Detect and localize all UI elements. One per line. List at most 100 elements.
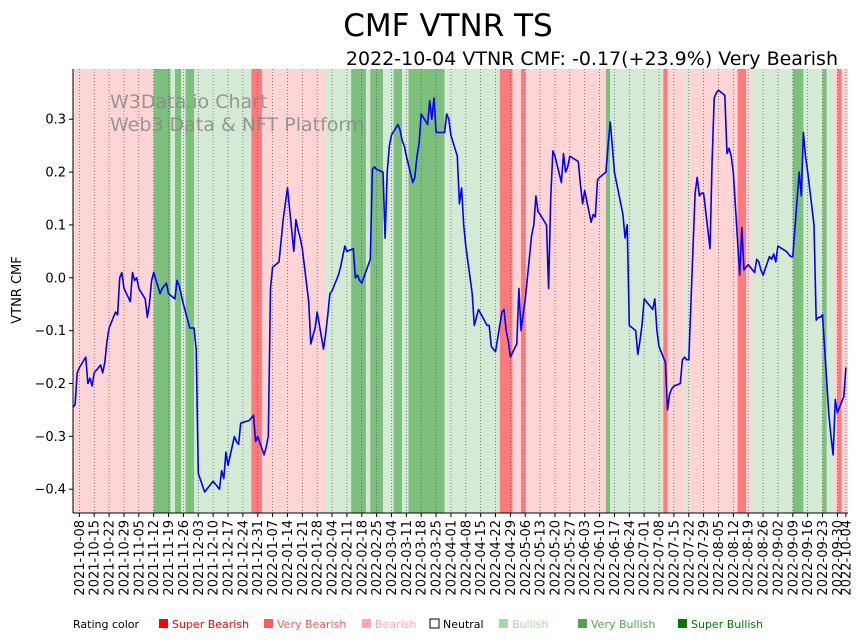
y-tick-label: 0.2 (45, 166, 66, 181)
x-tick-label: 2022-10-04 (839, 520, 854, 596)
x-tick-label: 2022-02-04 (326, 520, 341, 596)
legend-swatch (678, 619, 687, 628)
y-tick-label: 0.3 (45, 113, 66, 128)
x-tick-label: 2022-01-21 (296, 520, 311, 596)
rating-band (170, 69, 175, 513)
x-tick-label: 2021-11-12 (147, 520, 162, 596)
x-tick-label: 2021-11-19 (162, 520, 177, 596)
x-tick-label: 2022-05-20 (549, 520, 564, 596)
x-tick-label: 2021-12-03 (192, 520, 207, 596)
x-tick-label: 2022-07-15 (667, 520, 682, 596)
rating-band (737, 69, 747, 513)
x-tick-label: 2022-06-03 (578, 520, 593, 596)
x-tick-label: 2022-09-16 (801, 520, 816, 596)
x-tick-label: 2021-12-10 (207, 520, 222, 596)
rating-band (408, 69, 445, 513)
legend-item-label: Super Bullish (691, 618, 763, 631)
x-tick-label: 2022-01-07 (266, 520, 281, 596)
legend-item-label: Bullish (512, 618, 548, 631)
rating-band (185, 69, 195, 513)
y-tick-label: 0.1 (45, 218, 66, 233)
legend: Rating color Super Bearish Very Bearish Bea… (73, 618, 763, 631)
chart-title: CMF VTNR TS (343, 8, 552, 44)
rating-band (826, 69, 834, 513)
legend-swatch (159, 619, 168, 628)
x-tick-label: 2022-04-15 (474, 520, 489, 596)
watermark-line-1: W3Data.io Chart (110, 91, 267, 113)
legend-title: Rating color (73, 618, 140, 631)
rating-band (684, 69, 689, 513)
rating-band (512, 69, 522, 513)
x-tick-label: 2022-02-18 (355, 520, 370, 596)
rating-band (833, 69, 838, 513)
x-tick-label: 2022-08-19 (742, 520, 757, 596)
rating-band (841, 69, 848, 513)
x-tick-label: 2021-10-08 (73, 520, 88, 596)
x-tick-label: 2022-04-01 (444, 520, 459, 596)
watermark: W3Data.io Chart Web3 Data & NFT Platform (110, 91, 364, 136)
legend-item-label: Neutral (443, 618, 484, 631)
rating-band (521, 69, 526, 513)
x-tick-label: 2022-09-09 (786, 520, 801, 596)
x-tick-label: 2022-05-06 (519, 520, 534, 596)
x-tick-label: 2022-05-13 (534, 520, 549, 596)
rating-band (605, 69, 611, 513)
rating-band (194, 69, 252, 513)
x-tick-label: 2022-02-25 (370, 520, 385, 596)
x-tick-label: 2022-03-04 (385, 520, 400, 596)
x-tick-label: 2022-08-05 (712, 520, 727, 596)
x-tick-label: 2022-06-24 (623, 520, 638, 596)
x-tick-label: 2021-12-17 (222, 520, 237, 596)
rating-band (402, 69, 409, 513)
watermark-line-2: Web3 Data & NFT Platform (110, 114, 364, 136)
x-tick-label: 2022-06-10 (593, 520, 608, 596)
rating-band (366, 69, 371, 513)
rating-band (803, 69, 823, 513)
x-tick-label: 2022-07-22 (682, 520, 697, 596)
rating-band (792, 69, 804, 513)
x-tick-label: 2021-12-31 (251, 520, 266, 596)
rating-band (525, 69, 606, 513)
y-tick-label: −0.4 (34, 483, 66, 498)
legend-item-label: Super Bearish (172, 618, 249, 631)
x-tick-label: 2022-04-08 (459, 520, 474, 596)
legend-swatch (578, 619, 587, 628)
legend-item-label: Very Bullish (591, 618, 655, 631)
legend-swatch (499, 619, 508, 628)
rating-band (351, 69, 367, 513)
x-tick-label: 2022-07-29 (697, 520, 712, 596)
y-tick-label: −0.2 (34, 377, 66, 392)
rating-band (251, 69, 262, 513)
x-tick-label: 2022-03-25 (430, 520, 445, 596)
rating-band (174, 69, 182, 513)
x-tick-label: 2021-11-05 (132, 520, 147, 596)
x-gridlines (79, 69, 847, 513)
x-tick-label: 2022-08-26 (757, 520, 772, 596)
x-tick-label: 2022-07-08 (653, 520, 668, 596)
series-line (72, 89, 847, 493)
rating-band (822, 69, 827, 513)
legend-swatch (362, 619, 371, 628)
chart-subtitle: 2022-10-04 VTNR CMF: -0.17(+23.9%) Very … (346, 48, 838, 70)
x-tick-label: 2022-02-11 (340, 520, 355, 596)
x-tick-label: 2022-07-01 (638, 520, 653, 596)
y-tick-label: 0.0 (45, 271, 66, 286)
rating-band (667, 69, 685, 513)
x-tick-label: 2022-05-27 (563, 520, 578, 596)
y-tick-label: −0.1 (34, 324, 66, 339)
y-tick-label: −0.3 (34, 430, 66, 445)
x-tick-label: 2022-01-28 (311, 520, 326, 596)
x-tick-label: 2022-09-23 (816, 520, 831, 596)
rating-band (752, 69, 793, 513)
rating-band (153, 69, 171, 513)
rating-band (499, 69, 513, 513)
legend-swatch (429, 618, 440, 629)
legend-swatch (264, 619, 273, 628)
y-axis-label: VTNR CMF (10, 256, 25, 324)
legend-item-label: Bearish (375, 618, 416, 631)
x-tick-label: 2022-09-30 (831, 520, 846, 596)
x-tick-label: 2021-10-22 (103, 520, 118, 596)
y-ticks: 0.3 0.2 0.1 0.0 −0.1 −0.2 −0.3 −0.4 (34, 113, 73, 498)
rating-band (393, 69, 403, 513)
